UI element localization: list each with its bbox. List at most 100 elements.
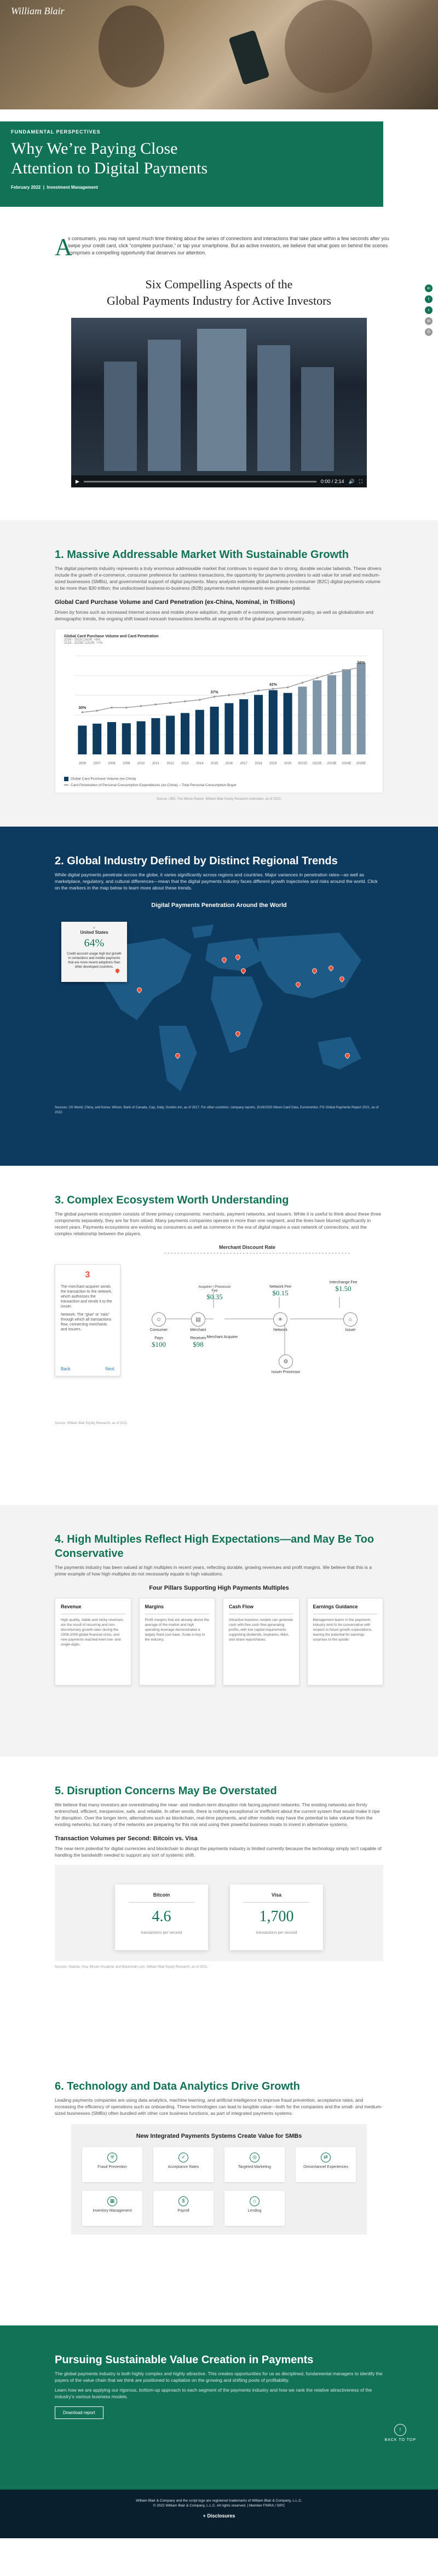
volume-heading: Transaction Volumes per Second: Bitcoin …	[55, 1835, 198, 1842]
video-controls: ▶ 0:00 / 2:14 🔊 ⛶	[71, 475, 367, 487]
acquirer-label: Merchant Acquirer	[206, 1335, 238, 1339]
network-fee-node: Network Fee $0.15	[264, 1285, 297, 1298]
twitter-icon[interactable]: t	[425, 306, 433, 314]
hero: William Blair FUNDAMENTAL PERSPECTIVES W…	[0, 0, 438, 219]
merchant-node[interactable]: ▤ Merchant Receives $98	[182, 1312, 215, 1349]
point-label: 30%	[78, 706, 87, 710]
video-progress[interactable]	[83, 480, 316, 482]
money-icon: $	[178, 2196, 188, 2206]
play-icon[interactable]: ▶	[76, 478, 79, 484]
line-point	[81, 711, 84, 713]
x-tick-label: 2007	[94, 762, 101, 765]
chart-bar	[327, 675, 337, 754]
processor-icon: ⚙	[279, 1354, 293, 1369]
cta-text-2: Learn how we are applying our rigorous, …	[55, 2387, 372, 2399]
person-icon: ☺	[152, 1312, 166, 1327]
download-report-button[interactable]: Download report	[55, 2406, 103, 2419]
map-source: Sources: US World, China, and Korea: Wil…	[55, 1106, 379, 1114]
cta-text: The global payments industry is both hig…	[55, 2371, 383, 2383]
arrow-up-icon: ↑	[394, 2424, 407, 2436]
bitcoin-value: 4.6	[152, 1908, 171, 1925]
chart-bar	[224, 703, 234, 754]
target-icon: ◎	[250, 2153, 260, 2162]
chart-bar	[239, 699, 249, 754]
fullscreen-icon[interactable]: ⛶	[359, 478, 362, 484]
section-6: 6. Technology and Data Analytics Drive G…	[0, 2052, 438, 2325]
volume-cards: Bitcoin 4.6 transactions per second Visa…	[55, 1885, 383, 1950]
x-tick-label: 2010	[137, 762, 145, 765]
x-tick-label: 2019	[269, 762, 277, 765]
volume-icon[interactable]: 🔊	[348, 478, 355, 484]
section-title: 2. Global Industry Defined by Distinct R…	[55, 855, 338, 867]
chart-bar	[151, 718, 160, 754]
pillar-card: Margins Profit margins that are already a…	[139, 1598, 215, 1685]
chart-bar	[166, 716, 175, 754]
category-link[interactable]: Investment Management	[47, 185, 98, 190]
chart-heading: Global Card Purchase Volume and Card Pen…	[55, 599, 295, 606]
print-icon[interactable]: ⎙	[425, 328, 433, 336]
back-to-top[interactable]: ↑ BACK TO TOP	[384, 2424, 416, 2442]
targeted-marketing-item: ◎ Targeted Marketing	[224, 2147, 285, 2182]
pillar-card: Revenue High-quality, stable and sticky r…	[55, 1598, 131, 1685]
interchange-node: Interchange Fee $1.50	[324, 1281, 362, 1293]
email-icon[interactable]: ✉	[425, 317, 433, 325]
x-tick-label: 2015	[211, 762, 218, 765]
share-bar: in f t ✉ ⎙	[425, 284, 433, 336]
intro: A s consumers, you may not spend much ti…	[0, 219, 438, 268]
volume-chart: 2006 2007 2008 2009 2010 2011 2012 2013 2014 2015…	[75, 655, 368, 765]
next-button[interactable]: Next	[105, 1366, 114, 1371]
chart-bar	[313, 680, 322, 754]
volume-source: Sources: Statista, Visa, Bitcoin Visuali…	[55, 1966, 208, 1969]
issuer-node[interactable]: ⌂ Issuer	[334, 1312, 367, 1332]
pillars-title: Four Pillars Supporting High Payments Mu…	[149, 1585, 289, 1591]
x-tick-label: 2022E	[313, 762, 322, 765]
chart-bar	[283, 693, 292, 754]
chart-bar	[195, 710, 204, 754]
section-title: 1. Massive Addressable Market With Susta…	[55, 549, 349, 561]
disclosures-link[interactable]: + Disclosures	[203, 2513, 235, 2519]
x-tick-label: 2024E	[342, 762, 351, 765]
section-text: We believe that many investors are overe…	[55, 1802, 380, 1827]
volume-text: The near-term potential for digital curr…	[55, 1846, 382, 1858]
chart-bar	[136, 721, 146, 754]
footer-copyright: © 2022 William Blair & Company, L.L.C. A…	[153, 2504, 285, 2508]
chart-bar	[107, 722, 117, 754]
x-tick-label: 2006	[79, 762, 87, 765]
bitcoin-card: Bitcoin 4.6 transactions per second	[115, 1885, 208, 1950]
issuer-processor-node[interactable]: ⚙ Issuer Processor	[269, 1354, 302, 1374]
phone-image	[228, 30, 270, 85]
smb-value-box: New Integrated Payments Systems Create V…	[71, 2124, 367, 2235]
devices-icon: ⇄	[321, 2153, 331, 2162]
consumer-node[interactable]: ☺ Consumer Pays $100	[142, 1312, 175, 1349]
popup-country: United States	[80, 930, 108, 935]
popup-value: 64%	[84, 937, 105, 949]
facebook-icon[interactable]: f	[425, 295, 433, 303]
video-time: 0:00 / 2:14	[320, 479, 344, 484]
point-label: 56%	[358, 661, 366, 665]
visa-card: Visa 1,700 transactions per second	[230, 1885, 323, 1950]
pillar-card: Earnings Guidance Management teams in the…	[307, 1598, 383, 1685]
acquirer-node[interactable]: Acquirer / Processor Fee $0.35	[198, 1285, 231, 1301]
chart-bar	[122, 723, 131, 754]
chart-source: Source: UBS, The Nilson Report, William …	[156, 798, 282, 801]
shield-icon: ⛨	[107, 2153, 117, 2162]
step-number: 3	[85, 1270, 90, 1280]
store-icon: ▤	[191, 1312, 205, 1327]
footer-trademark: William Blair & Company and the script l…	[136, 2499, 302, 2503]
section-text: While digital payments penetrate across …	[55, 872, 378, 891]
kicker: FUNDAMENTAL PERSPECTIVES	[11, 129, 101, 135]
logo[interactable]: William Blair	[11, 5, 65, 16]
video-player[interactable]: ▶ 0:00 / 2:14 🔊 ⛶	[71, 318, 367, 487]
section-title: 5. Disruption Concerns May Be Overstated	[55, 1785, 277, 1797]
chart-legend: Global Card Purchase Volume (ex-China) C…	[64, 777, 374, 787]
world-map-shapes	[99, 924, 361, 1091]
x-tick-label: 2013	[181, 762, 189, 765]
section-1: 1. Massive Addressable Market With Susta…	[0, 520, 438, 827]
x-tick-label: 2016	[226, 762, 233, 765]
section-text: The payments industry has been valued at…	[55, 1565, 372, 1577]
back-button[interactable]: Back	[61, 1366, 71, 1371]
network-node[interactable]: ✳ Network	[264, 1312, 297, 1332]
inventory-item: ▦ Inventory Management	[82, 2191, 142, 2226]
chart-bar	[180, 713, 190, 754]
linkedin-icon[interactable]: in	[425, 284, 433, 292]
